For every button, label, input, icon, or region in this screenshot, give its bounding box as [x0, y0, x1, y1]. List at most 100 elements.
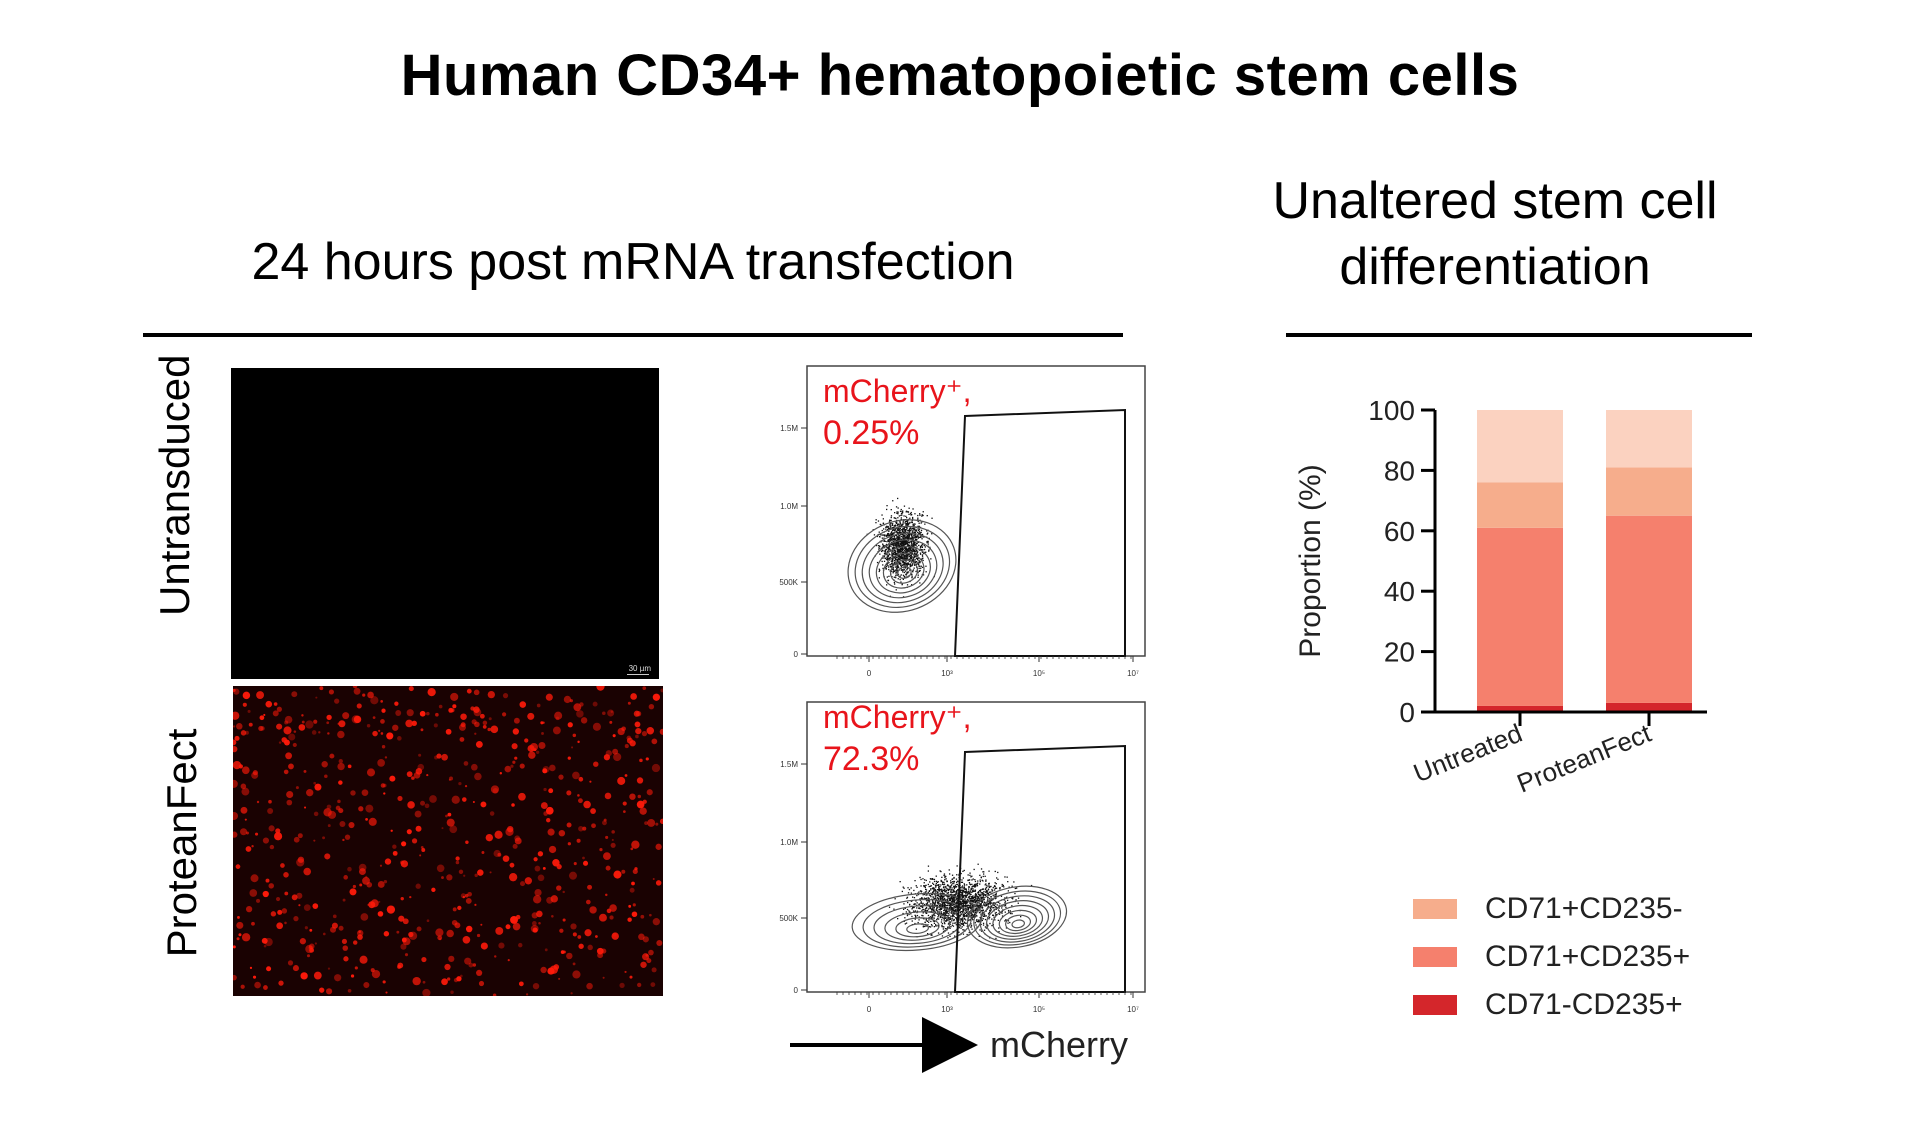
fluorescent-cell: [386, 905, 396, 914]
fluorescent-cell: [421, 848, 426, 852]
bar-segment: [1606, 410, 1692, 468]
fluorescent-cell: [527, 712, 535, 720]
fluorescent-cell: [262, 890, 269, 898]
fluorescent-cell: [371, 969, 381, 979]
fluorescent-cell: [394, 701, 399, 706]
fluorescent-cell: [313, 971, 322, 980]
fluorescent-cell: [352, 940, 358, 945]
fluorescent-cell: [532, 982, 540, 990]
fluorescent-cell: [544, 948, 548, 952]
fluorescent-cell: [623, 810, 626, 813]
fluorescent-cell: [572, 962, 576, 966]
fluorescent-cell: [297, 856, 305, 863]
fluorescent-cell: [248, 722, 253, 727]
fluorescent-cell: [472, 963, 477, 967]
fluorescent-cell: [435, 928, 444, 937]
fluorescent-cell: [465, 840, 469, 844]
fluorescent-cell: [577, 740, 580, 744]
fluorescent-cell: [284, 891, 289, 896]
fluorescent-cell: [380, 732, 384, 735]
fluorescent-cell: [546, 817, 551, 823]
row-label-proteanfect: ProteanFect: [158, 728, 205, 958]
fluorescent-cell: [454, 922, 461, 929]
fluorescent-cell: [292, 965, 299, 972]
fluorescent-cell: [261, 937, 268, 944]
density-contour: [861, 532, 944, 604]
fluorescent-cell: [328, 810, 337, 819]
fluorescent-cell: [265, 700, 273, 708]
fluorescent-cell: [274, 832, 283, 841]
fluorescent-cell: [343, 875, 348, 880]
fluorescent-cell: [343, 956, 349, 962]
fluorescent-cell: [275, 896, 281, 902]
fluorescent-cell: [519, 763, 525, 769]
fluorescent-cell: [536, 703, 541, 708]
fluorescent-cell: [583, 860, 589, 866]
density-contour: [906, 923, 929, 934]
fluorescent-cell: [482, 724, 487, 729]
density-contour: [985, 900, 1050, 940]
fluorescent-cell: [501, 712, 507, 717]
fluorescent-cell: [334, 974, 342, 982]
fluorescent-cell: [545, 806, 554, 815]
y-tick-label: 0: [1399, 697, 1415, 728]
fluorescent-cell: [441, 753, 448, 761]
fluorescent-cell: [473, 706, 480, 713]
fluorescent-cell: [511, 803, 515, 807]
fluorescent-cell: [452, 907, 457, 912]
fluorescent-cell: [624, 774, 628, 777]
x-tick-label: 0: [867, 1005, 872, 1014]
fluorescent-cell: [236, 723, 243, 730]
x-tick-label: 0: [867, 669, 872, 678]
fluorescent-cell: [455, 856, 460, 861]
fluorescent-cell: [647, 818, 656, 827]
fluorescent-cell: [603, 852, 611, 861]
fluorescent-cell: [632, 868, 638, 875]
fluorescent-cell: [303, 867, 312, 876]
fluorescent-cell: [610, 710, 614, 713]
fluorescent-cell: [583, 800, 591, 809]
fluorescent-cell: [459, 723, 466, 731]
fluorescent-cell: [540, 802, 548, 809]
fluorescent-cell: [640, 914, 645, 919]
y-tick-label: 20: [1384, 637, 1415, 668]
fluorescent-cell: [275, 828, 281, 834]
fluorescent-cell: [305, 944, 314, 954]
fluorescent-cell: [458, 869, 464, 874]
fluorescent-cell: [566, 952, 573, 960]
fluorescent-cell: [507, 959, 510, 962]
fluorescent-cell: [426, 711, 430, 716]
fluorescent-cell: [638, 933, 645, 941]
fluorescent-cell: [358, 868, 366, 876]
fluorescent-cell: [518, 792, 526, 801]
fluorescent-cell: [455, 860, 460, 865]
fluorescent-cell: [338, 759, 343, 764]
fluorescent-cell: [578, 825, 584, 832]
fluorescent-cell: [646, 789, 653, 796]
fluorescent-cell: [335, 805, 341, 811]
fluorescent-cell: [299, 938, 307, 945]
fluorescent-cell: [558, 977, 561, 980]
fluorescent-cell: [572, 733, 577, 738]
fluorescent-cell: [619, 982, 625, 989]
fluorescent-cell: [459, 974, 463, 978]
fluorescent-cell: [558, 774, 564, 780]
fluorescent-cell: [624, 744, 629, 749]
fluorescent-cell: [365, 817, 368, 821]
fluorescent-cell: [641, 730, 648, 737]
fluorescent-cell: [296, 892, 303, 899]
fluorescent-cell: [291, 894, 298, 901]
fluorescent-cell: [465, 925, 473, 933]
fluorescent-cell: [326, 714, 332, 721]
fluorescent-cell: [341, 938, 348, 945]
fluorescent-cell: [632, 903, 636, 907]
fluorescent-cell: [266, 966, 272, 972]
fluorescent-cell: [492, 993, 497, 996]
fluorescent-cell: [478, 980, 485, 987]
fluorescent-cell: [380, 700, 383, 703]
fluorescent-cell: [626, 737, 633, 744]
fluorescent-cell: [584, 929, 592, 937]
fluorescent-cell: [359, 883, 363, 887]
fluorescent-cell: [326, 804, 332, 810]
fluorescent-cell: [409, 895, 412, 899]
